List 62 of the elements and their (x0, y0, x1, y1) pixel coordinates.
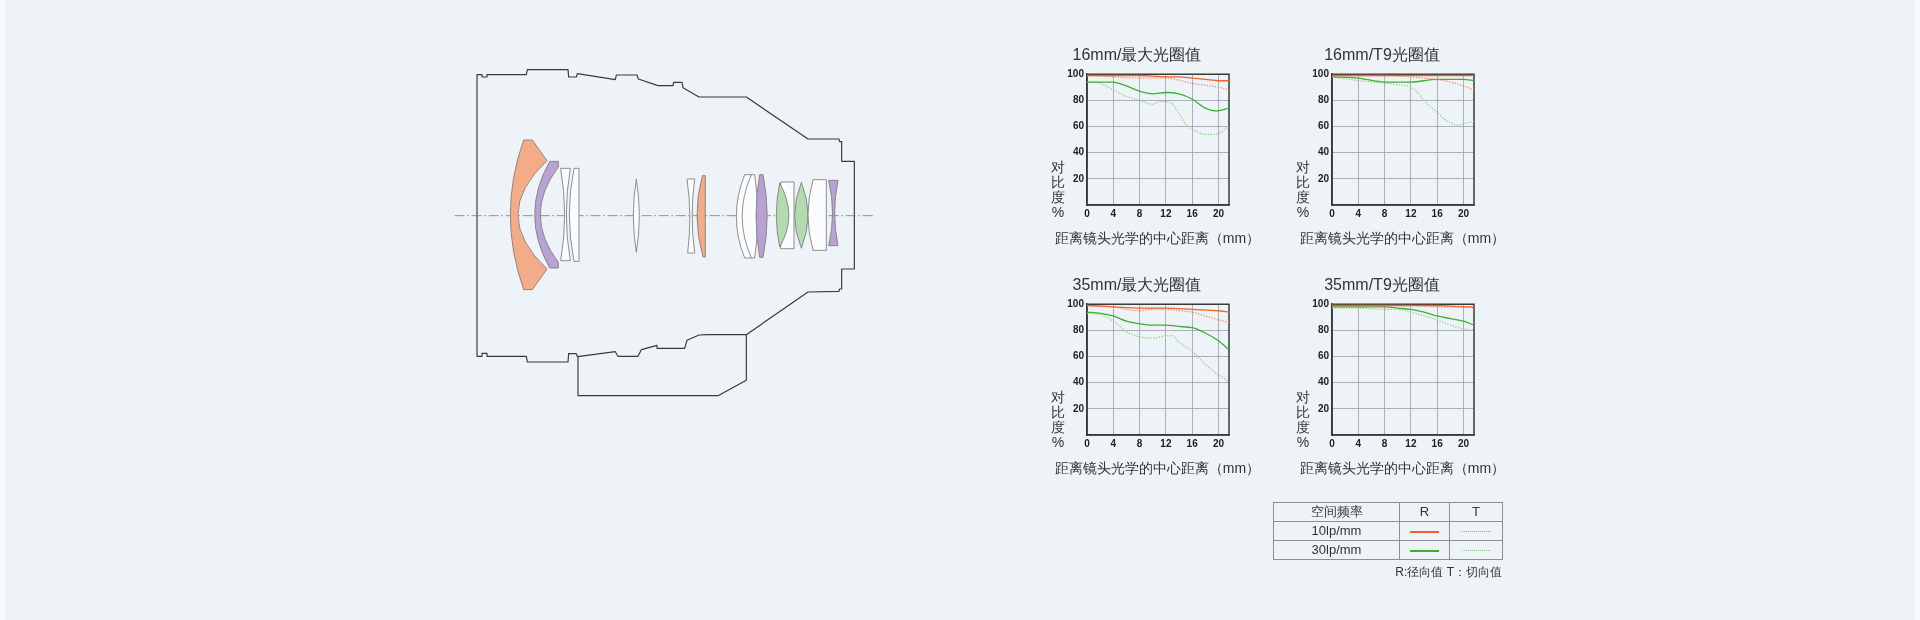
x-tick-label: 4 (1110, 437, 1117, 449)
chart-title: 16mm/最大光圈值 (1072, 46, 1202, 64)
y-tick-label: 60 (1317, 120, 1330, 132)
y-tick-label: 60 (1072, 350, 1085, 362)
x-tick-label: 0 (1084, 437, 1091, 449)
x-tick-label: 0 (1329, 437, 1336, 449)
y-axis-title: 对比度% (1296, 389, 1310, 450)
chart-title: 16mm/T9光圈值 (1324, 46, 1440, 64)
y-axis-title: 对比度% (1051, 159, 1065, 220)
x-tick-label: 0 (1329, 207, 1336, 219)
text: R (1399, 502, 1450, 522)
y-tick-label: 80 (1072, 324, 1085, 336)
y-tick-label: 40 (1072, 146, 1085, 158)
y-tick-label: 40 (1317, 146, 1330, 158)
y-tick-label: 80 (1317, 324, 1330, 336)
y-axis-title: 对比度% (1051, 389, 1065, 450)
y-tick-label: 80 (1317, 94, 1330, 106)
text: 30lp/mm (1273, 540, 1400, 560)
y-tick-label: 20 (1317, 402, 1330, 414)
x-tick-label: 12 (1405, 437, 1417, 449)
x-tick-label: 20 (1212, 207, 1225, 219)
y-axis-title: 对比度% (1296, 159, 1310, 220)
x-tick-label: 4 (1355, 437, 1362, 449)
x-tick-label: 4 (1355, 207, 1362, 219)
y-tick-label: 20 (1317, 172, 1330, 184)
x-tick-label: 8 (1381, 437, 1388, 449)
text: 空间频率 (1273, 502, 1400, 522)
y-tick-label: 60 (1317, 350, 1330, 362)
x-axis-title: 距离镜头光学的中心距离（mm） (1298, 229, 1507, 247)
x-tick-label: 8 (1381, 207, 1388, 219)
chart-title: 35mm/最大光圈值 (1072, 276, 1202, 294)
y-tick-label: 100 (1312, 297, 1330, 309)
x-tick-label: 8 (1136, 207, 1143, 219)
x-axis-title: 距离镜头光学的中心距离（mm） (1053, 229, 1262, 247)
x-tick-label: 16 (1186, 207, 1199, 219)
x-tick-label: 12 (1160, 207, 1172, 219)
x-axis-title: 距离镜头光学的中心距离（mm） (1053, 459, 1262, 477)
x-tick-label: 20 (1457, 207, 1470, 219)
text: R:径向值 T：切向值 (1394, 565, 1502, 579)
y-tick-label: 20 (1072, 172, 1085, 184)
chart-title: 35mm/T9光圈值 (1324, 276, 1440, 294)
x-tick-label: 8 (1136, 437, 1143, 449)
y-tick-label: 20 (1072, 402, 1085, 414)
y-tick-label: 40 (1317, 376, 1330, 388)
x-tick-label: 12 (1405, 207, 1417, 219)
y-tick-label: 100 (1067, 67, 1085, 79)
text: 10lp/mm (1273, 521, 1400, 541)
y-tick-label: 100 (1312, 67, 1330, 79)
y-tick-label: 100 (1067, 297, 1085, 309)
x-tick-label: 0 (1084, 207, 1091, 219)
x-tick-label: 4 (1110, 207, 1117, 219)
x-tick-label: 16 (1431, 437, 1444, 449)
y-tick-label: 80 (1072, 94, 1085, 106)
x-tick-label: 20 (1457, 437, 1470, 449)
y-tick-label: 40 (1072, 376, 1085, 388)
text: T (1449, 502, 1503, 522)
x-tick-label: 16 (1431, 207, 1444, 219)
y-tick-label: 60 (1072, 120, 1085, 132)
x-tick-label: 16 (1186, 437, 1199, 449)
x-axis-title: 距离镜头光学的中心距离（mm） (1298, 459, 1507, 477)
x-tick-label: 20 (1212, 437, 1225, 449)
x-tick-label: 12 (1160, 437, 1172, 449)
